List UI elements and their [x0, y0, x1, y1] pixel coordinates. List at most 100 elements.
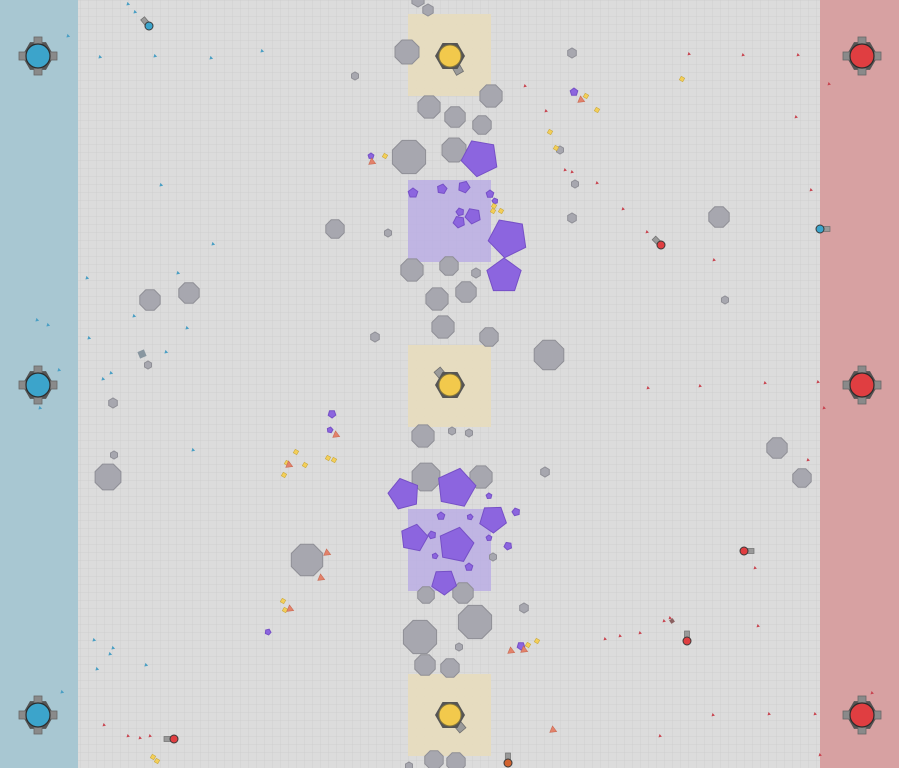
- pentagon-shape: [438, 467, 477, 507]
- gray-polygon: [108, 397, 118, 409]
- gray-polygon: [351, 71, 359, 81]
- pentagon-shape: [487, 219, 527, 259]
- protector-core: [25, 43, 51, 69]
- square-shape: [678, 75, 686, 83]
- triangle-shape: [368, 157, 377, 165]
- blue-tank[interactable]: [140, 16, 154, 31]
- blue-bullet: [66, 33, 71, 38]
- neutral-dominator[interactable]: [435, 43, 465, 76]
- gray-polygon: [139, 289, 161, 311]
- neutral-dominator[interactable]: [435, 702, 467, 734]
- orange-tank[interactable]: [503, 752, 513, 768]
- red-tank[interactable]: [739, 546, 755, 556]
- red-bullet: [822, 406, 826, 410]
- gray-polygon: [411, 0, 425, 8]
- blue-bullet: [159, 182, 164, 187]
- red-bullet: [645, 230, 649, 234]
- protector-barrel: [873, 710, 882, 720]
- red-tank[interactable]: [682, 630, 692, 646]
- square-shape: [524, 641, 532, 649]
- protector-barrel: [842, 380, 851, 390]
- protector-barrel: [842, 51, 851, 61]
- gray-polygon: [479, 84, 503, 108]
- gray-polygon: [325, 219, 345, 239]
- dominator-core: [438, 703, 462, 727]
- blue-bullet: [185, 325, 190, 330]
- red-bullet: [138, 736, 142, 740]
- square-shape: [330, 456, 338, 464]
- gray-polygon: [455, 642, 463, 652]
- red-tank[interactable]: [163, 734, 179, 744]
- blue-bullet: [108, 651, 113, 656]
- blue-bullet: [46, 322, 51, 327]
- blue-bullet: [87, 335, 92, 340]
- protector-core: [25, 372, 51, 398]
- gray-polygon: [444, 106, 466, 128]
- protector-barrel: [857, 67, 867, 76]
- gray-polygon: [394, 39, 420, 65]
- pentagon-shape: [427, 530, 436, 540]
- blue-bullet: [92, 637, 97, 642]
- red-bullet: [756, 624, 760, 628]
- square-shape: [279, 597, 287, 605]
- triangle-shape: [317, 573, 326, 581]
- square-shape: [381, 152, 389, 160]
- red-bullet: [796, 53, 800, 57]
- protector-barrel: [842, 710, 851, 720]
- square-shape: [533, 637, 541, 645]
- blue-bullet: [95, 666, 100, 671]
- pentagon-shape: [455, 207, 464, 217]
- neutral-dominator[interactable]: [433, 366, 465, 398]
- pentagon-shape: [485, 534, 493, 542]
- red-bullet: [813, 712, 817, 716]
- blue-base-protector: [18, 36, 58, 76]
- pentagon-shape: [464, 208, 481, 225]
- pentagon-shape: [439, 526, 475, 562]
- pentagon-shape: [511, 507, 520, 517]
- gray-polygon: [391, 139, 427, 175]
- blue-tank[interactable]: [815, 224, 831, 234]
- gray-polygon: [422, 3, 434, 17]
- red-bullet: [126, 734, 130, 738]
- gray-polygon: [469, 465, 493, 489]
- gray-polygon: [441, 137, 467, 163]
- square-shape: [301, 461, 309, 469]
- blue-bullet: [111, 645, 116, 650]
- blue-bullet: [38, 405, 43, 410]
- tank-body: [815, 224, 825, 234]
- red-bullet: [818, 753, 822, 757]
- gray-polygon: [110, 450, 118, 460]
- blue-base-protector: [18, 365, 58, 405]
- gray-polygon: [533, 339, 565, 371]
- square-shape: [497, 207, 505, 215]
- red-bullet: [698, 384, 702, 388]
- gray-polygon: [411, 424, 435, 448]
- pentagon-shape: [436, 511, 446, 520]
- gray-polygon: [446, 752, 466, 768]
- protector-barrel: [33, 36, 43, 45]
- gray-polygon: [178, 282, 200, 304]
- blue-bullet: [60, 689, 65, 694]
- red-bullet: [544, 109, 548, 113]
- pentagon-shape: [264, 628, 272, 636]
- tank-body: [503, 758, 513, 768]
- gray-polygon: [567, 212, 577, 224]
- red-tank[interactable]: [651, 235, 666, 250]
- protector-barrel: [873, 51, 882, 61]
- blue-bullet: [109, 370, 114, 375]
- pentagon-shape: [466, 513, 474, 521]
- square-shape: [280, 471, 288, 479]
- protector-barrel: [33, 67, 43, 76]
- blue-bullet: [35, 317, 40, 322]
- tank-body: [656, 240, 666, 250]
- blue-bullet: [98, 54, 103, 59]
- triangle-shape: [323, 548, 332, 556]
- red-bullet: [816, 380, 820, 384]
- square-shape: [149, 753, 157, 761]
- protector-barrel: [18, 380, 27, 390]
- triangle-shape: [577, 95, 586, 103]
- blue-bullet: [85, 275, 90, 280]
- pentagon-shape: [387, 477, 419, 510]
